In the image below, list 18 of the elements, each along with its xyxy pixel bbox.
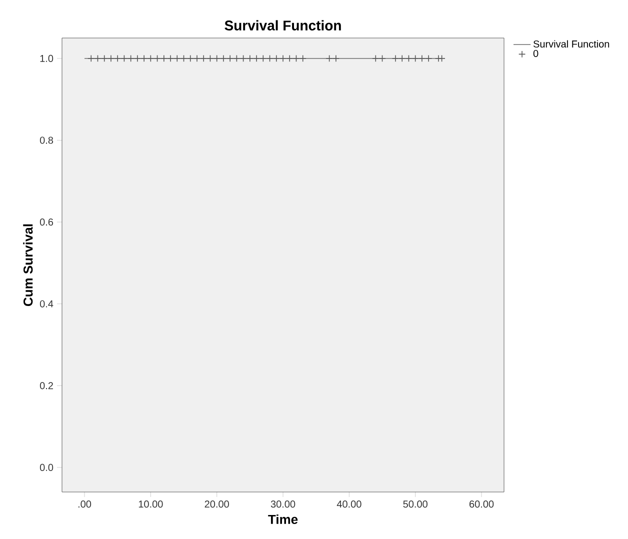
legend-label: 0 — [533, 50, 538, 58]
x-tick-label: .00 — [78, 500, 92, 508]
legend-label: Survival Function — [533, 40, 610, 48]
y-axis-title: Cum Survival — [23, 224, 33, 306]
y-tick-label: 0.0 — [40, 464, 54, 471]
y-tick-label: 0.8 — [40, 136, 54, 144]
x-tick-label: 30.00 — [270, 500, 296, 508]
x-tick-label: 20.00 — [204, 500, 229, 508]
chart-title: Survival Function — [224, 20, 341, 30]
y-tick-label: 0.2 — [40, 382, 53, 390]
x-tick-label: 60.00 — [470, 500, 494, 508]
x-tick-label: 50.00 — [403, 500, 428, 508]
y-tick-label: 1.0 — [40, 54, 54, 62]
x-tick-label: 10.00 — [138, 500, 163, 508]
y-tick-label: 0.4 — [40, 300, 54, 308]
x-tick-label: 40.00 — [336, 500, 362, 508]
y-tick-label: 0.6 — [40, 218, 54, 226]
x-axis-title: Time — [268, 514, 298, 524]
